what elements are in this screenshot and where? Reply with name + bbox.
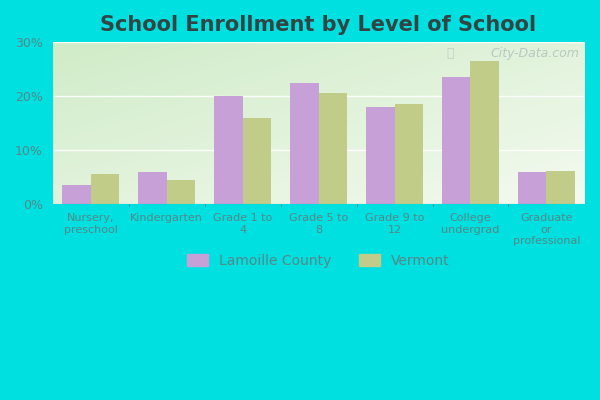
Bar — [547, 171, 575, 204]
Bar — [62, 185, 91, 204]
Bar — [167, 180, 196, 204]
Bar — [242, 118, 271, 204]
Bar — [290, 83, 319, 204]
Bar — [395, 104, 424, 204]
Bar — [137, 172, 167, 204]
Bar — [214, 96, 242, 204]
Legend: Lamoille County, Vermont: Lamoille County, Vermont — [180, 247, 457, 275]
Bar — [319, 94, 347, 204]
Bar — [91, 174, 119, 204]
Bar — [365, 107, 395, 204]
Text: City-Data.com: City-Data.com — [490, 47, 579, 60]
Title: School Enrollment by Level of School: School Enrollment by Level of School — [100, 15, 536, 35]
Bar — [470, 61, 499, 204]
Bar — [442, 77, 470, 204]
Bar — [518, 172, 547, 204]
Text: ⌕: ⌕ — [446, 47, 454, 60]
